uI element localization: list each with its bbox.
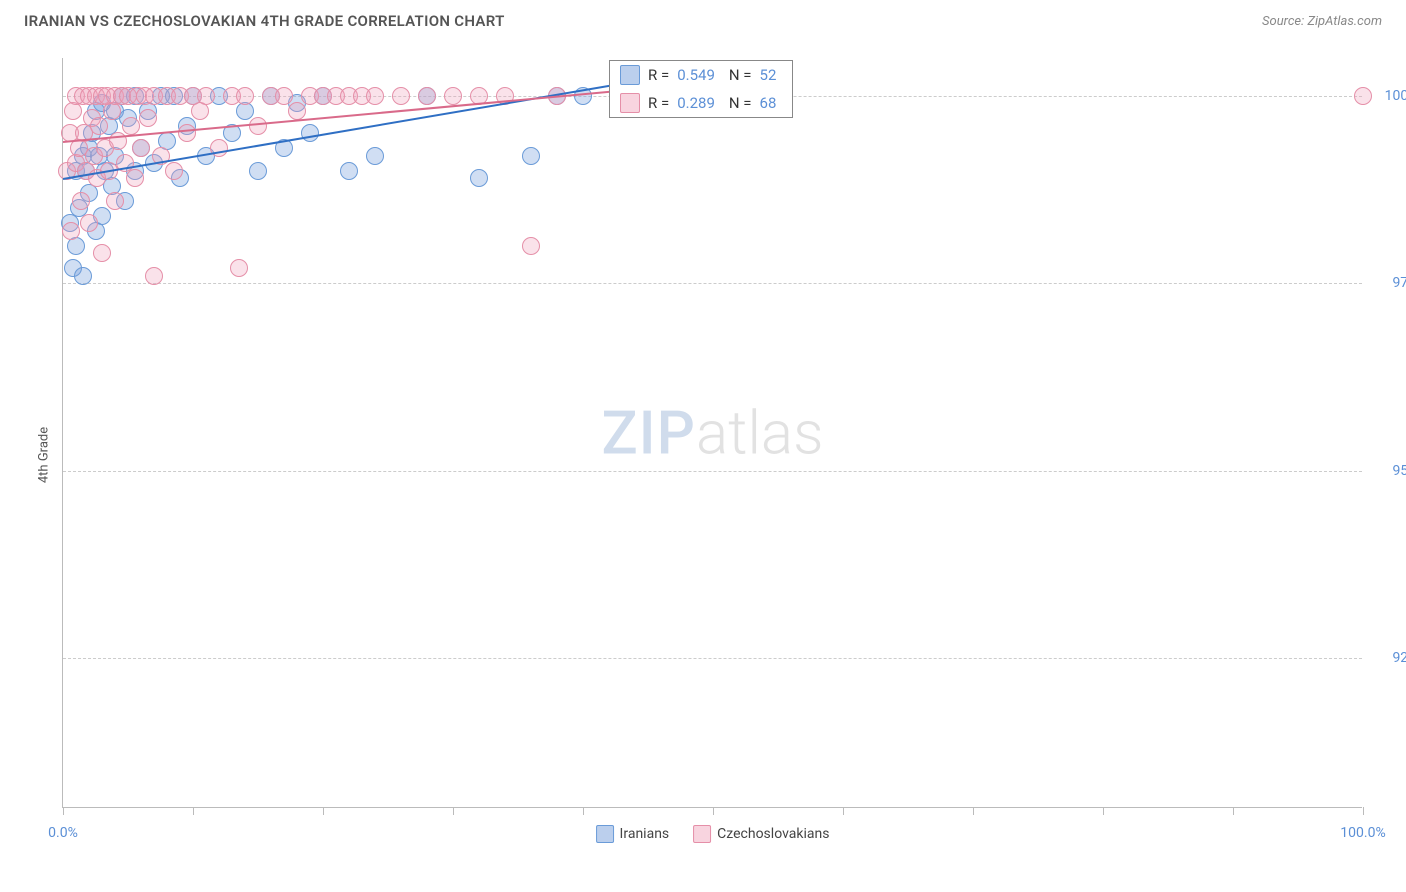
stats-n-value: 68 bbox=[760, 94, 777, 112]
source-name: ZipAtlas.com bbox=[1307, 14, 1382, 29]
watermark: ZIPatlas bbox=[602, 397, 824, 468]
x-tick bbox=[973, 807, 974, 815]
stats-row: R = 0.549 N = 52 bbox=[610, 61, 792, 89]
stats-box: R = 0.549 N = 52 R = 0.289 N = 68 bbox=[609, 60, 793, 118]
data-point bbox=[72, 192, 90, 210]
stats-r-value: 0.289 bbox=[677, 94, 715, 112]
data-point bbox=[1354, 87, 1372, 105]
data-point bbox=[392, 87, 410, 105]
stats-r-label: R = bbox=[648, 94, 669, 112]
data-point bbox=[522, 237, 540, 255]
data-point bbox=[178, 124, 196, 142]
x-tick bbox=[1233, 807, 1234, 815]
stats-r-value: 0.549 bbox=[677, 66, 715, 84]
data-point bbox=[230, 259, 248, 277]
data-point bbox=[80, 214, 98, 232]
y-tick-label: 95.0% bbox=[1370, 463, 1406, 479]
source-prefix: Source: bbox=[1262, 14, 1307, 29]
y-axis-label: 4th Grade bbox=[37, 427, 52, 483]
data-point bbox=[249, 162, 267, 180]
data-point bbox=[197, 87, 215, 105]
chart-header: IRANIAN VS CZECHOSLOVAKIAN 4TH GRADE COR… bbox=[0, 0, 1406, 40]
plot-area: ZIPatlas 92.5%95.0%97.5%100.0%0.0%100.0%… bbox=[62, 58, 1362, 808]
stats-swatch bbox=[620, 93, 640, 113]
data-point bbox=[109, 132, 127, 150]
legend-label: Iranians bbox=[620, 826, 670, 842]
data-point bbox=[106, 192, 124, 210]
data-point bbox=[340, 162, 358, 180]
y-tick-label: 97.5% bbox=[1370, 275, 1406, 291]
data-point bbox=[366, 87, 384, 105]
data-point bbox=[236, 87, 254, 105]
x-tick bbox=[843, 807, 844, 815]
data-point bbox=[470, 169, 488, 187]
x-tick bbox=[1363, 807, 1364, 815]
gridline bbox=[63, 283, 1362, 284]
legend: Iranians Czechoslovakians bbox=[596, 825, 830, 843]
x-tick-label: 100.0% bbox=[1340, 825, 1385, 841]
legend-swatch bbox=[596, 825, 614, 843]
legend-label: Czechoslovakians bbox=[717, 826, 829, 842]
x-tick bbox=[63, 807, 64, 815]
data-point bbox=[90, 117, 108, 135]
data-point bbox=[62, 222, 80, 240]
data-point bbox=[126, 169, 144, 187]
chart-title: IRANIAN VS CZECHOSLOVAKIAN 4TH GRADE COR… bbox=[24, 12, 505, 30]
data-point bbox=[366, 147, 384, 165]
chart-container: 4th Grade ZIPatlas 92.5%95.0%97.5%100.0%… bbox=[24, 50, 1382, 860]
x-tick bbox=[193, 807, 194, 815]
y-tick-label: 92.5% bbox=[1370, 650, 1406, 666]
watermark-atlas: atlas bbox=[696, 397, 824, 468]
data-point bbox=[288, 102, 306, 120]
legend-item: Iranians bbox=[596, 825, 670, 843]
stats-n-label: N = bbox=[729, 94, 752, 112]
data-point bbox=[275, 87, 293, 105]
data-point bbox=[418, 87, 436, 105]
data-point bbox=[74, 267, 92, 285]
gridline bbox=[63, 658, 1362, 659]
data-point bbox=[122, 117, 140, 135]
source-attribution: Source: ZipAtlas.com bbox=[1262, 14, 1382, 29]
x-tick bbox=[713, 807, 714, 815]
data-point bbox=[139, 109, 157, 127]
stats-n-value: 52 bbox=[760, 66, 777, 84]
data-point bbox=[145, 267, 163, 285]
data-point bbox=[93, 244, 111, 262]
x-tick bbox=[453, 807, 454, 815]
data-point bbox=[444, 87, 462, 105]
stats-r-label: R = bbox=[648, 66, 669, 84]
data-point bbox=[301, 124, 319, 142]
data-point bbox=[522, 147, 540, 165]
x-tick-label: 0.0% bbox=[48, 825, 78, 841]
stats-row: R = 0.289 N = 68 bbox=[610, 89, 792, 117]
data-point bbox=[165, 162, 183, 180]
gridline bbox=[63, 471, 1362, 472]
x-tick bbox=[583, 807, 584, 815]
y-tick-label: 100.0% bbox=[1370, 88, 1406, 104]
data-point bbox=[132, 139, 150, 157]
x-tick bbox=[323, 807, 324, 815]
stats-swatch bbox=[620, 65, 640, 85]
stats-n-label: N = bbox=[729, 66, 752, 84]
x-tick bbox=[1103, 807, 1104, 815]
watermark-zip: ZIP bbox=[602, 397, 696, 468]
legend-swatch bbox=[693, 825, 711, 843]
legend-item: Czechoslovakians bbox=[693, 825, 829, 843]
